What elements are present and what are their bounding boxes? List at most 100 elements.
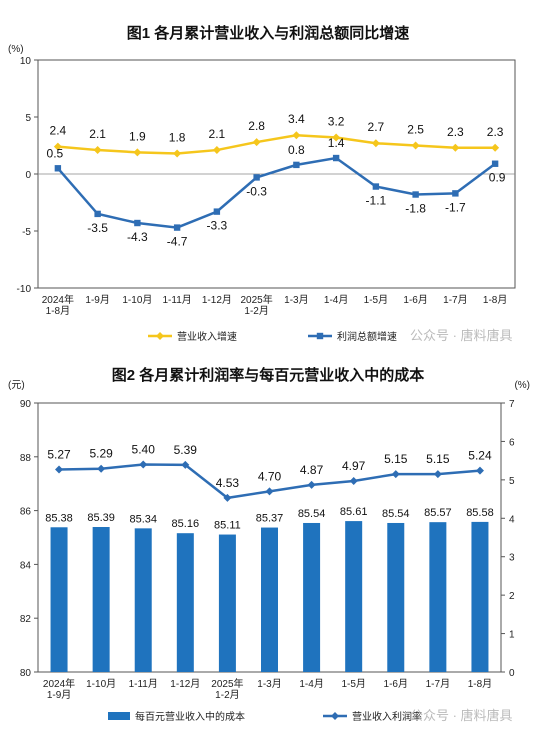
chart2-margin-label: 4.70	[258, 469, 282, 483]
chart1-revenue-label: 2.1	[89, 127, 106, 141]
chart1-revenue-point	[133, 148, 142, 157]
chart1-profit-point	[54, 165, 62, 172]
chart1-profit-label: -0.3	[246, 184, 267, 198]
chart2-cost-label: 85.34	[129, 513, 157, 525]
chart1-revenue-point	[371, 139, 380, 148]
chart1-profit-point	[253, 174, 260, 181]
chart1-legend-profit-marker	[316, 332, 324, 340]
chart2-x-tick-label: 1-4月	[299, 678, 323, 690]
chart2-cost-label: 85.16	[172, 518, 200, 530]
chart1-x-tick-label: 1-8月	[483, 294, 507, 306]
chart1-revenue-point	[252, 138, 261, 147]
chart1-x-tick-label: 1-11月	[162, 294, 191, 306]
chart1-profit-line	[56, 156, 496, 229]
chart2-y-right-tick-label: 6	[509, 437, 515, 448]
chart2-x-tick-label: 2024年 1-9月	[43, 677, 75, 701]
chart1-revenue-point	[93, 146, 102, 155]
chart1-y-tick-label: 5	[25, 113, 31, 124]
chart2-y-right-tick-label: 4	[509, 514, 515, 525]
chart2-title: 图2 各月累计利润率与每百元营业收入中的成本	[112, 366, 425, 384]
chart1-revenue-point	[173, 149, 182, 158]
chart1-profit-point	[94, 210, 101, 218]
chart1-profit-point	[332, 154, 340, 162]
chart1-profit-label: -1.7	[445, 200, 466, 214]
chart2-cost-bar	[471, 521, 489, 672]
chart2-margin-label: 5.15	[384, 452, 408, 466]
chart2-cost-label: 85.38	[45, 512, 73, 524]
chart2-margin-point	[349, 477, 358, 486]
chart2-y-right-tick-label: 7	[509, 399, 515, 410]
chart1-x-tick-label: 1-3月	[284, 294, 308, 306]
chart2-cost-bar	[387, 522, 405, 672]
chart2-y-right-tick-label: 0	[509, 668, 515, 679]
chart2-y-right-tick-label: 2	[509, 591, 515, 602]
chart2-margin-point	[223, 493, 232, 502]
chart1-profit-label: -1.1	[366, 194, 387, 208]
chart1-profit-label: -3.3	[207, 219, 228, 233]
chart1-revenue-point	[491, 143, 500, 152]
chart1-revenue-label: 2.8	[248, 119, 265, 133]
chart2-legend-margin-marker	[331, 712, 339, 720]
chart1-y-tick-label: 0	[25, 170, 31, 181]
chart1-profit-label: 1.4	[328, 136, 345, 150]
chart1-revenue-label: 3.2	[328, 115, 345, 129]
chart2-cost-bar	[345, 521, 363, 672]
chart2-cost-label: 85.58	[466, 507, 494, 519]
chart2-margin-label: 4.53	[216, 476, 240, 490]
chart2-x-tick-label: 1-5月	[341, 678, 365, 690]
chart1-revenue-point	[332, 133, 341, 142]
chart1-profit-label: -4.7	[167, 235, 188, 249]
chart2-margin-point	[433, 470, 442, 479]
chart1-revenue-label: 2.1	[209, 127, 226, 141]
chart1-profit-label: 0.5	[47, 146, 64, 160]
chart1-x-tick-label: 1-5月	[364, 294, 388, 306]
chart1-revenue-label: 2.5	[407, 123, 424, 137]
chart1-profit-point	[134, 219, 141, 227]
chart1-title: 图1 各月累计营业收入与利润总额同比增速	[127, 24, 410, 42]
chart1-x-tick-label: 2025年 1-2月	[241, 293, 273, 317]
chart2-x-tick-label: 2025年 1-2月	[211, 677, 243, 701]
chart1-y-tick-label: -5	[22, 227, 31, 238]
chart2-cost-bar	[50, 527, 68, 672]
chart2-y-left-tick-label: 88	[20, 453, 32, 464]
chart1-revenue-label: 2.3	[447, 125, 464, 139]
chart2-y-left-tick-label: 82	[20, 614, 32, 625]
chart2-margin-label: 5.24	[468, 449, 492, 463]
chart2-y-right-tick-label: 5	[509, 476, 515, 487]
chart2-cost-label: 85.54	[382, 508, 410, 520]
chart2-y-left-tick-label: 84	[20, 560, 32, 571]
chart2-cost-label: 85.37	[256, 513, 284, 525]
chart2-cost-label: 85.57	[424, 507, 452, 519]
chart2-x-tick-label: 1-6月	[384, 678, 408, 690]
chart1-revenue-label: 2.3	[487, 125, 504, 139]
chart1-revenue-label: 1.9	[129, 129, 146, 143]
chart2-margin-point	[391, 470, 400, 479]
chart2-margin-label: 5.39	[174, 443, 198, 457]
chart2-margin-label: 4.97	[342, 459, 366, 473]
chart1-x-tick-label: 1-6月	[403, 294, 427, 306]
chart1-profit-point	[173, 224, 181, 231]
chart2-y-left-tick-label: 86	[20, 507, 32, 518]
chart1-revenue-label: 2.7	[368, 120, 385, 134]
chart2-margin-label: 4.87	[300, 463, 324, 477]
chart1-profit-point	[452, 190, 459, 197]
chart2-margin-point	[265, 487, 274, 496]
chart2-cost-label: 85.54	[298, 508, 326, 520]
chart2-cost-bar	[218, 534, 236, 672]
chart2-cost-bar	[176, 533, 194, 672]
chart1-revenue-point	[451, 143, 460, 152]
chart1-profit-label: 0.9	[489, 171, 506, 185]
chart1-profit-point	[372, 183, 380, 190]
chart2-cost-bar	[429, 522, 447, 672]
chart1-x-tick-label: 1-10月	[122, 294, 152, 306]
chart2-margin-label: 5.29	[89, 447, 113, 461]
chart1-revenue-point	[212, 146, 221, 155]
chart1-revenue-line	[57, 133, 496, 155]
chart1-revenue-point	[411, 141, 420, 150]
chart2-cost-bar	[261, 527, 278, 672]
chart1-profit-label: -1.8	[405, 202, 426, 216]
chart1-profit-point	[213, 208, 221, 215]
chart2-y-right-tick-label: 3	[509, 553, 515, 564]
chart2-x-tick-label: 1-3月	[257, 678, 281, 690]
chart1-x-tick-label: 1-7月	[443, 294, 467, 306]
